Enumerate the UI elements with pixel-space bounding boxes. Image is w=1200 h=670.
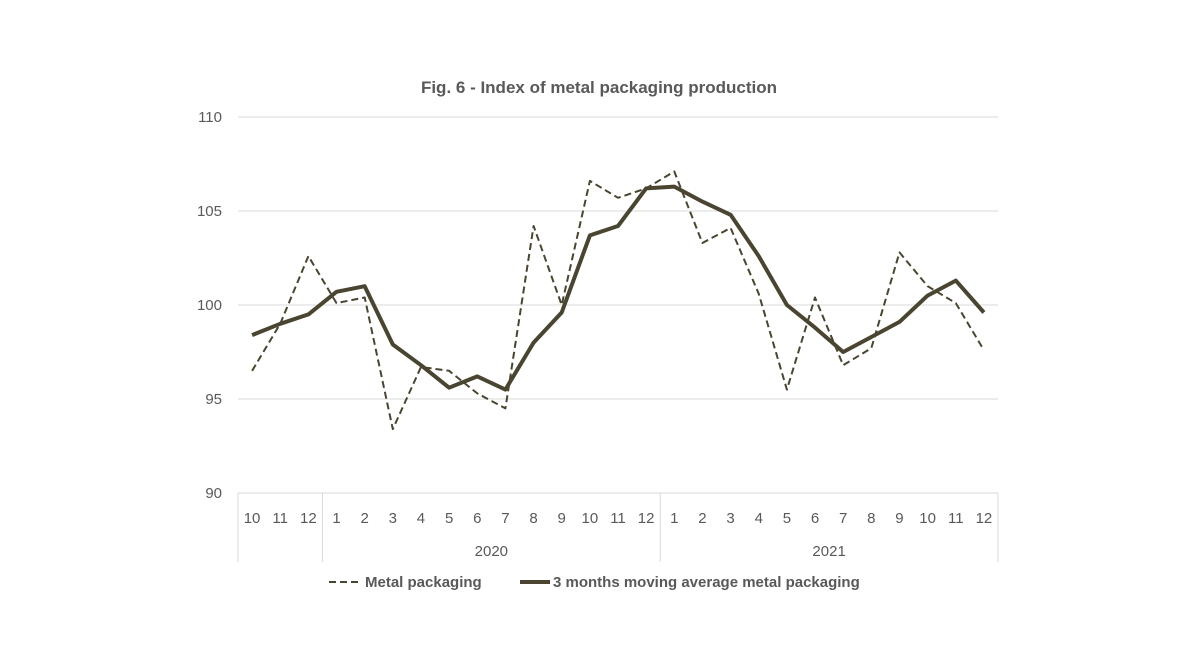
series-lines — [251, 170, 986, 431]
x-tick-label: 2 — [698, 510, 706, 527]
x-tick-label: 3 — [726, 510, 734, 527]
y-tick-label: 110 — [198, 109, 222, 126]
x-tick-label: 9 — [558, 510, 566, 527]
x-tick-label: 1 — [670, 510, 678, 527]
series-line-metal-packaging — [251, 170, 985, 431]
x-axis: 10 11 12 1 2 3 4 5 6 7 8 9 10 11 12 1 2 3 4 5 6 7 8 9 10 11 122020… — [237, 492, 999, 562]
x-tick-label: 12 — [638, 510, 655, 527]
x-tick-label: 4 — [755, 510, 763, 527]
y-axis-ticks: 90 95 100 105 110 — [197, 109, 222, 502]
x-group-label: 2020 — [475, 543, 508, 560]
y-tick-label: 100 — [197, 297, 222, 314]
x-tick-label: 5 — [445, 510, 453, 527]
x-tick-label: 11 — [272, 510, 288, 527]
legend-label-metal-packaging: Metal packaging — [365, 574, 482, 591]
y-tick-label: 90 — [205, 485, 222, 502]
chart-title: Fig. 6 - Index of metal packaging produc… — [421, 78, 777, 97]
legend: Metal packaging 3 months moving average m… — [329, 574, 860, 591]
x-tick-label: 7 — [501, 510, 509, 527]
x-tick-label: 8 — [867, 510, 875, 527]
x-tick-label: 10 — [244, 510, 261, 527]
x-tick-label: 4 — [417, 510, 425, 527]
series-line-moving-average — [251, 184, 986, 392]
x-tick-label: 12 — [976, 510, 993, 527]
x-tick-label: 12 — [300, 510, 317, 527]
x-tick-label: 9 — [895, 510, 903, 527]
x-tick-label: 6 — [811, 510, 819, 527]
y-tick-label: 95 — [205, 391, 222, 408]
x-tick-label: 7 — [839, 510, 847, 527]
x-tick-label: 1 — [332, 510, 340, 527]
x-tick-label: 11 — [610, 510, 626, 527]
x-tick-label: 10 — [582, 510, 599, 527]
x-tick-label: 11 — [948, 510, 964, 527]
x-tick-label: 5 — [783, 510, 791, 527]
x-tick-label: 2 — [360, 510, 368, 527]
legend-label-moving-average: 3 months moving average metal packaging — [553, 574, 860, 591]
x-tick-label: 6 — [473, 510, 481, 527]
x-tick-label: 3 — [389, 510, 397, 527]
x-group-label: 2021 — [812, 543, 845, 560]
x-tick-label: 10 — [919, 510, 936, 527]
y-tick-label: 105 — [197, 203, 222, 220]
x-tick-label: 8 — [529, 510, 537, 527]
